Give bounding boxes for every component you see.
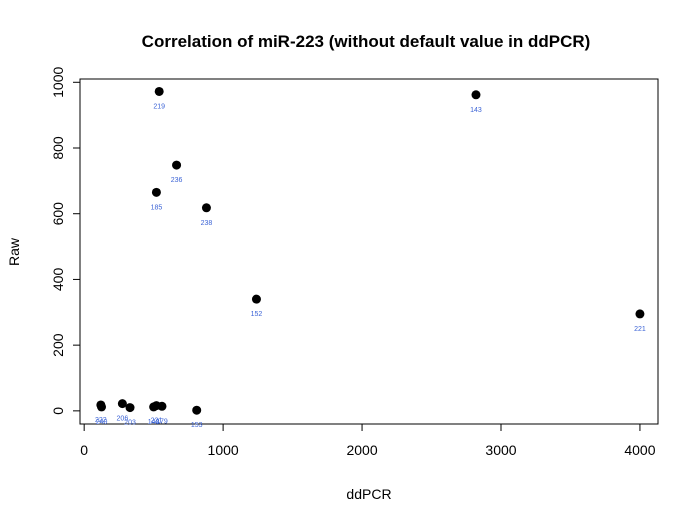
y-tick-label: 0 — [50, 407, 66, 415]
data-point — [201, 203, 211, 213]
x-tick-label: 4000 — [624, 442, 655, 458]
point-label: 222 — [95, 417, 107, 424]
y-tick-label: 1000 — [50, 67, 66, 98]
data-point — [251, 294, 261, 304]
plot-frame — [79, 78, 659, 425]
point-label: 221 — [634, 326, 646, 333]
point-label: 143 — [470, 107, 482, 114]
data-point — [635, 309, 645, 319]
chart-title: Correlation of miR-223 (without default … — [142, 32, 591, 51]
point-label: 203 — [124, 420, 136, 427]
y-axis: 0 200 400 600 800 1000 — [50, 67, 80, 415]
x-tick-label: 2000 — [346, 442, 377, 458]
data-point — [471, 90, 481, 100]
y-tick-label: 200 — [50, 333, 66, 357]
data-point — [157, 401, 167, 411]
point-label: 185 — [151, 204, 163, 211]
x-tick-label: 3000 — [485, 442, 516, 458]
point-label: 240 — [96, 419, 108, 426]
y-tick-label: 600 — [50, 202, 66, 226]
point-label: 238 — [201, 220, 213, 227]
data-point — [97, 402, 107, 412]
point-label: 148 — [148, 419, 160, 426]
x-axis: 0 1000 2000 3000 4000 — [80, 424, 656, 458]
data-point — [151, 187, 161, 197]
data-point — [192, 405, 202, 415]
data-point — [117, 399, 127, 409]
data-point — [154, 86, 164, 96]
x-tick-label: 0 — [80, 442, 88, 458]
point-label: 219 — [153, 103, 165, 110]
point-label: 236 — [171, 177, 183, 184]
point-label: 221 — [151, 418, 163, 425]
data-point — [125, 403, 135, 413]
y-tick-label: 800 — [50, 136, 66, 160]
y-tick-label: 400 — [50, 268, 66, 292]
point-label: 153 — [191, 422, 203, 429]
point-label: 152 — [251, 311, 263, 318]
data-point — [172, 160, 182, 170]
y-axis-label: Raw — [6, 237, 22, 266]
point-label: 179 — [156, 418, 168, 425]
x-tick-label: 1000 — [208, 442, 239, 458]
point-label: 206 — [117, 416, 129, 423]
x-axis-label: ddPCR — [346, 486, 391, 502]
